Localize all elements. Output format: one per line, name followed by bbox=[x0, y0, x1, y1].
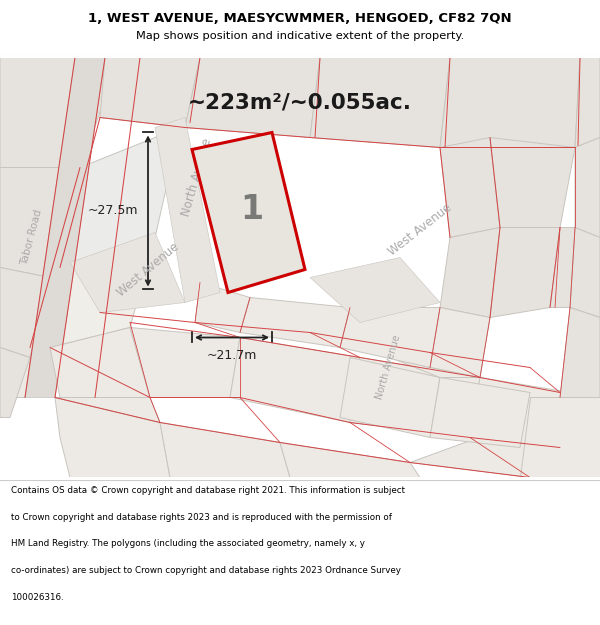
Text: HM Land Registry. The polygons (including the associated geometry, namely x, y: HM Land Registry. The polygons (includin… bbox=[11, 539, 365, 549]
Text: Tabor Road: Tabor Road bbox=[20, 208, 44, 267]
Polygon shape bbox=[390, 357, 480, 377]
Polygon shape bbox=[490, 228, 560, 318]
Polygon shape bbox=[340, 357, 440, 437]
Polygon shape bbox=[440, 58, 580, 148]
Polygon shape bbox=[100, 58, 200, 127]
Polygon shape bbox=[440, 228, 500, 318]
Polygon shape bbox=[310, 58, 450, 148]
Polygon shape bbox=[160, 422, 290, 478]
Text: North Avenue: North Avenue bbox=[374, 334, 402, 401]
Text: ~21.7m: ~21.7m bbox=[207, 349, 257, 362]
Polygon shape bbox=[55, 398, 170, 478]
Polygon shape bbox=[470, 378, 570, 448]
Polygon shape bbox=[430, 308, 490, 378]
Polygon shape bbox=[230, 338, 360, 422]
Polygon shape bbox=[55, 398, 160, 422]
Polygon shape bbox=[310, 258, 440, 322]
Text: 1: 1 bbox=[241, 193, 263, 226]
Text: West Avenue: West Avenue bbox=[115, 240, 181, 299]
Text: 1, WEST AVENUE, MAESYCWMMER, HENGOED, CF82 7QN: 1, WEST AVENUE, MAESYCWMMER, HENGOED, CF… bbox=[88, 12, 512, 25]
Polygon shape bbox=[560, 308, 600, 398]
Polygon shape bbox=[0, 58, 75, 398]
Polygon shape bbox=[0, 348, 30, 418]
Text: West Avenue: West Avenue bbox=[386, 201, 454, 258]
Text: North Avenue: North Avenue bbox=[179, 137, 214, 218]
Polygon shape bbox=[155, 118, 220, 302]
Polygon shape bbox=[550, 228, 575, 308]
Polygon shape bbox=[490, 138, 575, 228]
Text: ~27.5m: ~27.5m bbox=[88, 204, 138, 217]
Text: to Crown copyright and database rights 2023 and is reproduced with the permissio: to Crown copyright and database rights 2… bbox=[11, 512, 392, 522]
Polygon shape bbox=[192, 132, 305, 292]
Polygon shape bbox=[340, 308, 440, 368]
Polygon shape bbox=[570, 228, 600, 318]
Text: Contains OS data © Crown copyright and database right 2021. This information is : Contains OS data © Crown copyright and d… bbox=[11, 486, 405, 495]
Polygon shape bbox=[70, 232, 185, 312]
Polygon shape bbox=[0, 58, 120, 168]
Polygon shape bbox=[70, 127, 180, 268]
Polygon shape bbox=[0, 168, 80, 278]
Polygon shape bbox=[0, 268, 50, 358]
Text: co-ordinates) are subject to Crown copyright and database rights 2023 Ordnance S: co-ordinates) are subject to Crown copyr… bbox=[11, 566, 401, 575]
Polygon shape bbox=[350, 357, 480, 437]
Polygon shape bbox=[440, 138, 500, 238]
Polygon shape bbox=[520, 398, 600, 478]
Polygon shape bbox=[50, 328, 150, 398]
Polygon shape bbox=[185, 58, 320, 138]
Polygon shape bbox=[130, 328, 240, 398]
Text: Map shows position and indicative extent of the property.: Map shows position and indicative extent… bbox=[136, 31, 464, 41]
Polygon shape bbox=[240, 298, 350, 348]
Polygon shape bbox=[410, 422, 600, 478]
Polygon shape bbox=[430, 378, 530, 448]
Polygon shape bbox=[575, 138, 600, 238]
Polygon shape bbox=[195, 282, 250, 332]
Polygon shape bbox=[50, 238, 155, 348]
Text: 100026316.: 100026316. bbox=[11, 593, 64, 602]
Polygon shape bbox=[280, 442, 420, 478]
Text: ~223m²/~0.055ac.: ~223m²/~0.055ac. bbox=[188, 92, 412, 112]
Polygon shape bbox=[575, 58, 600, 148]
Polygon shape bbox=[25, 58, 105, 398]
Polygon shape bbox=[560, 392, 600, 448]
